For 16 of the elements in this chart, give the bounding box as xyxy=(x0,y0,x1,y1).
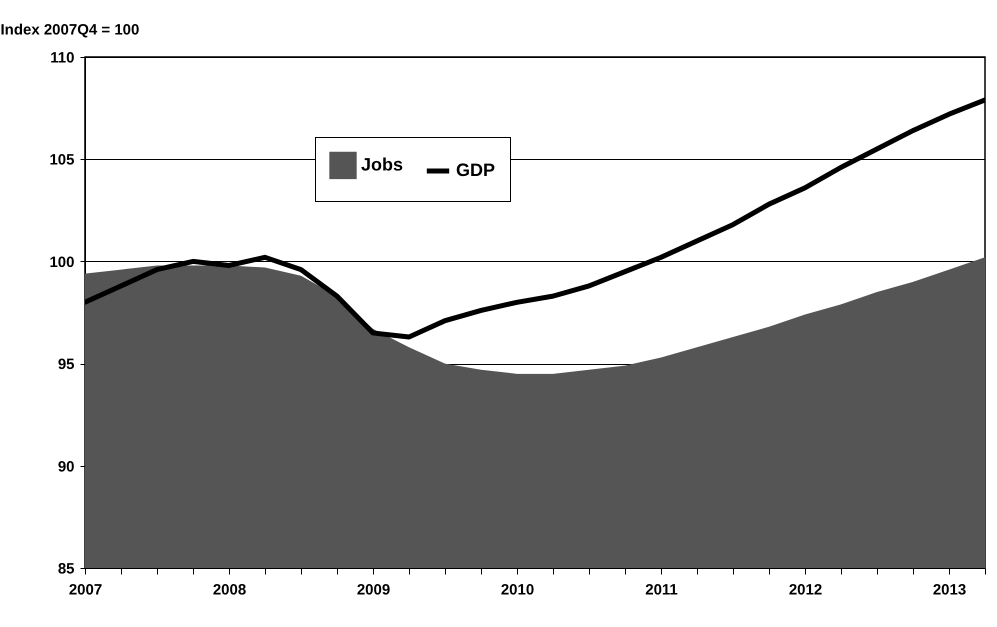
x-tick-label: 2011 xyxy=(645,582,678,598)
x-tick-label: 2013 xyxy=(932,582,966,598)
x-tick-label: 2010 xyxy=(500,582,534,598)
y-tick-label: 85 xyxy=(58,560,74,578)
y-axis-title: Index 2007Q4 = 100 xyxy=(0,22,140,38)
x-tick-label: 2007 xyxy=(68,582,102,598)
y-tick-label: 110 xyxy=(50,50,74,66)
x-tick-label: 2012 xyxy=(788,582,822,598)
legend-label: GDP xyxy=(456,160,496,180)
legend-label: Jobs xyxy=(361,154,404,174)
y-tick-label: 105 xyxy=(49,152,74,169)
x-tick-label: 2009 xyxy=(356,582,390,598)
y-tick-label: 100 xyxy=(49,254,74,271)
y-tick-label: 90 xyxy=(58,458,74,476)
y-tick-label: 95 xyxy=(58,356,74,374)
x-tick-label: 2008 xyxy=(212,582,246,598)
